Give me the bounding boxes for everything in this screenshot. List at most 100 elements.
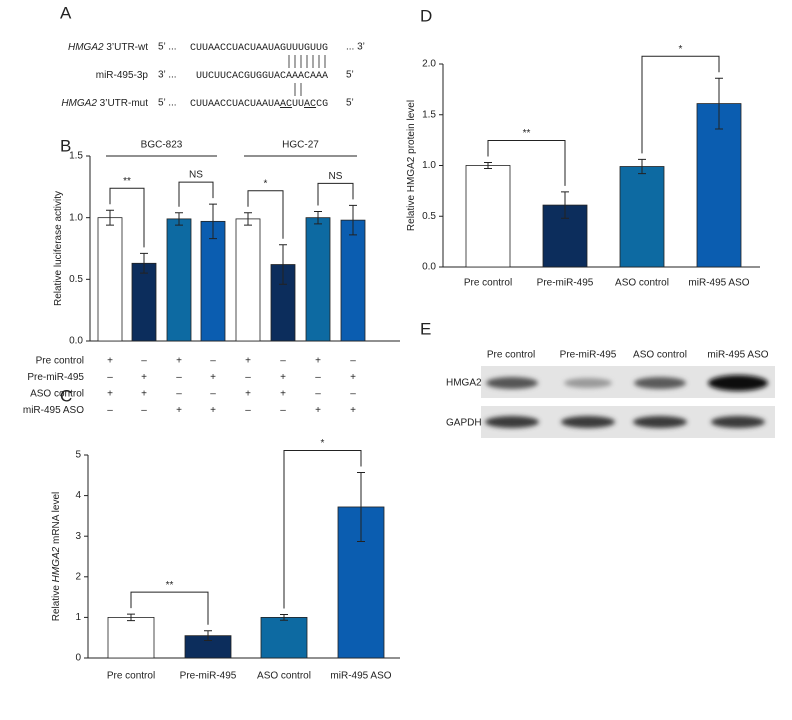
sequence: CUUAACCUACUAAUAGUUUGUUG: [190, 43, 328, 54]
x-tick-label: Pre control: [107, 671, 155, 682]
condition-sign: –: [176, 372, 182, 383]
bar: [107, 617, 155, 659]
text-part: Relative HMGA2 protein level: [406, 100, 417, 231]
panel-letter: E: [420, 319, 431, 338]
y-tick-label: 0.0: [69, 336, 83, 347]
panel-letter: B: [60, 136, 71, 155]
y-axis-label: Relative HMGA2 protein level: [406, 100, 417, 231]
sequence-label: HMGA2 3’UTR-wt: [68, 42, 148, 53]
error-bar: [638, 158, 646, 175]
error-bar: [175, 212, 183, 226]
text-part: Relative: [51, 582, 62, 621]
text-part: CG: [316, 99, 328, 110]
blot-row-label: HMGA2: [446, 378, 482, 389]
condition-sign: –: [315, 372, 321, 383]
text-part: AC: [304, 99, 316, 110]
significance-bracket: [109, 187, 145, 248]
condition-sign: +: [315, 356, 321, 367]
bar: [166, 218, 192, 342]
condition-sign: +: [350, 372, 356, 383]
condition-sign: –: [245, 372, 251, 383]
condition-sign: +: [245, 389, 251, 400]
significance-label: **: [123, 176, 131, 187]
panel-letter: C: [60, 386, 72, 405]
significance-bracket: [487, 139, 566, 186]
bar: [131, 262, 157, 342]
y-tick-label: 1.5: [69, 151, 83, 162]
sequence-end: 3’ ...: [158, 70, 177, 81]
y-tick-label: 4: [75, 490, 81, 501]
blot-column-label: Pre-miR-495: [560, 350, 617, 361]
error-bar: [127, 613, 135, 622]
error-bar: [314, 211, 322, 225]
x-tick-label: miR-495 ASO: [330, 671, 391, 682]
significance-label: NS: [189, 170, 203, 181]
y-axis-label: Relative luciferase activity: [53, 191, 64, 306]
bar: [97, 217, 123, 342]
error-bar: [280, 614, 288, 621]
sequence-end: 5’ ...: [158, 98, 177, 109]
group-label: HGC-27: [282, 140, 319, 151]
condition-sign: +: [280, 389, 286, 400]
blot-hmga2: [481, 366, 775, 398]
label-text: miR-495-3p: [96, 70, 149, 81]
y-tick-label: 1.0: [422, 160, 436, 171]
bar: [260, 617, 308, 659]
sequence-label: HMGA2 3’UTR-mut: [61, 98, 148, 109]
label-text: 3’UTR-mut: [100, 98, 149, 109]
sequence-end: ... 3’: [346, 42, 365, 53]
text-part: UU: [292, 99, 304, 110]
condition-sign: –: [350, 389, 356, 400]
condition-sign: +: [176, 405, 182, 416]
bar: [619, 166, 665, 268]
bar: [340, 219, 366, 342]
text-part: HMGA2: [51, 546, 62, 582]
condition-sign: –: [141, 356, 147, 367]
condition-sign: +: [280, 372, 286, 383]
error-bar: [140, 252, 148, 274]
x-tick-label: Pre-miR-495: [537, 278, 594, 289]
sequence-end: 5’ ...: [158, 42, 177, 53]
error-bar: [204, 630, 212, 642]
condition-sign: –: [210, 389, 216, 400]
y-tick-label: 3: [75, 531, 81, 542]
bar: [305, 217, 331, 342]
significance-label: *: [321, 438, 325, 449]
error-bar: [349, 204, 357, 236]
significance-bracket: [247, 190, 284, 239]
condition-sign: +: [315, 405, 321, 416]
error-bar: [561, 191, 569, 219]
significance-label: **: [166, 580, 174, 591]
condition-sign: +: [141, 389, 147, 400]
text-part: Relative luciferase activity: [53, 191, 64, 306]
error-bar: [357, 471, 365, 542]
blot-gapdh: [481, 406, 775, 438]
blot-column-label: ASO control: [633, 350, 687, 361]
gene-name: HMGA2: [61, 98, 97, 109]
x-tick-label: miR-495 ASO: [688, 278, 749, 289]
significance-bracket: [317, 182, 354, 206]
condition-sign: –: [280, 356, 286, 367]
condition-sign: –: [280, 405, 286, 416]
condition-label: Pre-miR-495: [27, 372, 84, 383]
bar: [465, 165, 511, 268]
y-tick-label: 2.0: [422, 59, 436, 70]
text-part: CUUAACCUACUAAUAGUUUGUUG: [190, 43, 328, 54]
y-tick-label: 0: [75, 653, 81, 664]
y-tick-label: 5: [75, 450, 81, 461]
error-bar: [244, 212, 252, 226]
significance-bracket: [641, 55, 720, 154]
significance-label: **: [523, 128, 531, 139]
text-part: UUCUUCACGUGGUACAAACAAA: [196, 71, 328, 82]
error-bar: [106, 209, 114, 226]
condition-sign: +: [210, 405, 216, 416]
condition-sign: +: [107, 356, 113, 367]
condition-sign: +: [176, 356, 182, 367]
panel-letter: A: [60, 3, 72, 22]
condition-sign: –: [245, 405, 251, 416]
condition-sign: –: [176, 389, 182, 400]
condition-sign: +: [141, 372, 147, 383]
label-text: 3’UTR-wt: [106, 42, 148, 53]
blot-row-label: GAPDH: [446, 418, 482, 429]
